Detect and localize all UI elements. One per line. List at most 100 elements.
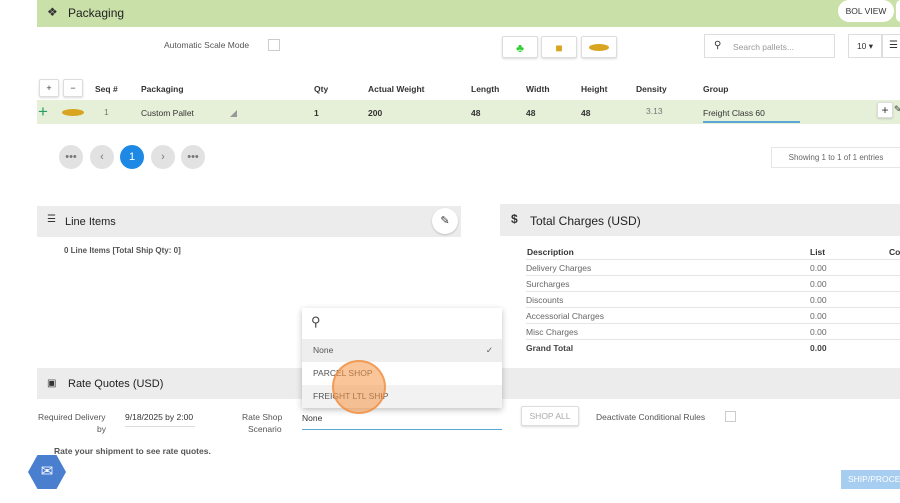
search-icon: ⚲ [714,40,722,51]
col-seq: Seq # [95,84,118,94]
rate-quotes-title: Rate Quotes (USD) [68,378,164,390]
charge-list-value: 0.00 [810,327,827,337]
search-pallets-input[interactable]: ⚲ Search pallets... [704,34,835,58]
cell-qty[interactable]: 1 [314,108,319,118]
page-next-button[interactable]: › [151,145,175,169]
table-row [37,100,900,124]
charge-list-value: 0.00 [810,295,827,305]
required-delivery-input[interactable]: 9/18/2025 by 2:00 [125,412,195,427]
charge-row: Misc Charges 0.00 [526,324,900,340]
col-list: List [810,247,826,257]
charge-description: Delivery Charges [526,263,592,273]
click-indicator [332,360,386,414]
dropdown-search-icon[interactable]: ⚲ [311,314,321,329]
charge-list-value: 0.00 [810,263,827,273]
charge-description: Surcharges [526,279,570,289]
cell-length[interactable]: 48 [471,108,481,118]
deactivate-rules-checkbox[interactable] [725,411,736,422]
row-add-button[interactable]: + [877,102,893,118]
edit-line-items-button[interactable]: ✎ [432,208,458,234]
line-items-header [37,206,461,237]
page-size-select[interactable]: 10 ▾ [848,34,882,58]
option-none[interactable]: None ✓ [302,339,502,362]
search-placeholder: Search pallets... [733,42,794,52]
cell-width[interactable]: 48 [526,108,536,118]
box-icon: ■ [555,41,563,55]
col-packaging: Packaging [141,84,184,94]
pencil-icon: ✎ [440,215,450,227]
auto-scale-label: Automatic Scale Mode [164,40,250,50]
dropbox-icon: ❖ [47,5,58,19]
rate-message: Rate your shipment to see rate quotes. [54,446,211,456]
required-delivery-label-by: by [97,424,106,434]
col-description: Description [527,247,574,257]
scenario-select[interactable]: None [302,413,502,430]
entries-info: Showing 1 to 1 of 1 entries [771,147,900,168]
line-items-title: Line Items [65,216,116,228]
total-charges-title: Total Charges (USD) [530,214,641,228]
charge-row: Delivery Charges 0.00 [526,260,900,276]
charge-description: Grand Total [526,343,574,353]
col-density: Density [636,84,667,94]
charge-list-value: 0.00 [810,279,827,289]
header-extra-button[interactable] [896,0,900,22]
total-charges-header [500,204,900,236]
group-select[interactable]: Freight Class 60 [703,108,800,123]
resize-handle-icon [230,110,237,117]
auto-scale-checkbox[interactable] [268,39,280,51]
scenario-label-2: Scenario [248,424,282,434]
pallet-icon [62,109,84,116]
pallet-icon [589,44,609,51]
line-items-summary: 0 Line Items [Total Ship Qty: 0] [64,246,181,255]
charge-row: Discounts 0.00 [526,292,900,308]
col-height: Height [581,84,608,94]
check-icon: ✓ [485,345,493,355]
email-icon[interactable]: ✉ [28,455,66,489]
cell-density: 3.13 [646,106,663,116]
cell-packaging[interactable]: Custom Pallet [141,108,194,118]
columns-toggle-icon[interactable]: ☰ [882,34,900,58]
col-cost: Co [889,247,900,257]
list-icon: ☰ [47,214,56,225]
col-group: Group [703,84,729,94]
page-prev-button[interactable]: ‹ [90,145,114,169]
scenario-label: Rate Shop [242,412,283,422]
charge-description: Accessorial Charges [526,311,604,321]
col-width: Width [526,84,550,94]
col-weight: Actual Weight [368,84,425,94]
row-edit-icon[interactable]: ✎ [894,104,900,114]
charge-list-value: 0.00 [810,311,827,321]
charge-row: Surcharges 0.00 [526,276,900,292]
add-row-button[interactable]: + [39,79,59,97]
shop-all-button[interactable]: SHOP ALL [521,406,579,426]
option-none-label: None [313,345,334,355]
col-length: Length [471,84,500,94]
charge-description: Discounts [526,295,564,305]
dollar-icon: $ [511,212,518,226]
box-button[interactable]: ■ [541,36,577,58]
col-qty: Qty [314,84,329,94]
required-delivery-label: Required Delivery [38,412,106,422]
green-packages-button[interactable]: ♣ [502,36,538,58]
ship-process-button[interactable]: SHIP/PROCE [841,470,900,489]
packaging-title: Packaging [68,6,125,20]
deactivate-rules-label: Deactivate Conditional Rules [596,412,706,422]
pallet-button[interactable] [581,36,617,58]
cell-height[interactable]: 48 [581,108,591,118]
divider [526,259,900,260]
charge-row: Grand Total 0.00 [526,340,900,356]
expand-row-icon[interactable]: + [38,102,48,121]
green-boxes-icon: ♣ [516,41,524,55]
page-first-button[interactable]: ••• [59,145,83,169]
charge-row: Accessorial Charges 0.00 [526,308,900,324]
page-last-button[interactable]: ••• [181,145,205,169]
cell-weight[interactable]: 200 [368,108,383,118]
charge-list-value: 0.00 [810,343,827,353]
charge-description: Misc Charges [526,327,578,337]
page-1-button[interactable]: 1 [120,145,144,169]
packaging-header [37,0,900,27]
cell-seq: 1 [104,107,109,117]
quote-icon: ▣ [47,378,57,389]
bol-view-button[interactable]: BOL VIEW [838,0,894,22]
remove-row-button[interactable]: − [63,79,83,97]
